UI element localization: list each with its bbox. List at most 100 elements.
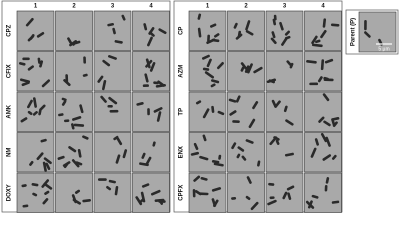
- cell-rod: [231, 196, 237, 200]
- cell-rod: [324, 58, 334, 64]
- cell-rod: [323, 76, 329, 81]
- cell-rod: [109, 109, 119, 113]
- cell-rod: [145, 156, 152, 166]
- cell-rod: [33, 97, 37, 108]
- cell-rod: [213, 162, 224, 167]
- row-label: CPFX: [179, 185, 185, 201]
- micrograph: [93, 132, 132, 173]
- cell-rod: [237, 30, 242, 38]
- cell-rod: [324, 185, 328, 192]
- micrograph-bg: [55, 172, 93, 213]
- micrograph: [188, 132, 227, 173]
- cell-rod: [217, 110, 225, 116]
- column-header: 1: [206, 4, 210, 10]
- cell-rod: [331, 200, 340, 204]
- cell-rod: [245, 20, 251, 31]
- cell-rod: [122, 149, 128, 159]
- cell-rod: [325, 177, 330, 184]
- cell-rod: [82, 73, 88, 77]
- cell-rod: [141, 183, 150, 188]
- column-header: 4: [149, 4, 153, 10]
- cell-rod: [229, 110, 237, 116]
- micrograph: [93, 10, 132, 51]
- cell-rod: [213, 199, 219, 208]
- micrograph: [227, 51, 265, 92]
- cell-rod: [79, 104, 84, 114]
- cell-rod: [330, 23, 340, 27]
- cell-rod: [322, 93, 330, 102]
- cell-rod: [311, 35, 318, 45]
- micrograph: [188, 51, 227, 92]
- cell-rod: [71, 123, 75, 130]
- cell-rod: [200, 176, 208, 181]
- cell-rod: [206, 38, 216, 45]
- cell-rod: [320, 29, 327, 39]
- cell-rod: [216, 62, 224, 70]
- cell-rod: [195, 100, 202, 105]
- micrograph: [265, 51, 304, 92]
- micrograph-bg: [304, 10, 342, 51]
- micrograph: [132, 172, 170, 213]
- micrograph: [358, 11, 397, 53]
- row-label: CFIX: [7, 64, 13, 78]
- cell-rod: [72, 198, 81, 205]
- micrograph: [16, 172, 55, 213]
- cell-rod: [279, 21, 284, 31]
- cell-rod: [194, 190, 202, 196]
- micrograph: [16, 51, 55, 92]
- micrograph: [55, 51, 93, 92]
- cell-rod: [204, 71, 214, 79]
- cell-rod: [67, 37, 73, 44]
- cell-rod: [27, 65, 34, 71]
- cell-rod: [73, 123, 85, 127]
- micrograph: [55, 132, 93, 173]
- cell-rod: [202, 54, 210, 60]
- cell-rod: [190, 151, 200, 156]
- cell-rod: [266, 78, 277, 84]
- cell-rod: [245, 30, 254, 36]
- cell-rod: [107, 104, 113, 108]
- micrograph: [16, 91, 55, 132]
- cell-rod: [58, 113, 64, 117]
- micrograph: [16, 132, 55, 173]
- cell-rod: [154, 198, 165, 202]
- cell-rod: [108, 55, 117, 60]
- cell-rod: [197, 27, 202, 38]
- cell-rod: [231, 142, 237, 150]
- cell-rod: [214, 33, 220, 38]
- column-header: 3: [283, 4, 287, 10]
- cell-rod: [74, 189, 81, 194]
- micrograph: [227, 172, 265, 213]
- cell-rod: [320, 59, 325, 71]
- micrograph: [227, 132, 265, 173]
- micrograph-bg: [132, 172, 170, 213]
- cell-rod: [284, 152, 294, 157]
- cell-rod: [332, 117, 340, 121]
- cell-rod: [317, 76, 323, 83]
- cell-rod: [248, 118, 256, 129]
- cell-rod: [287, 192, 292, 200]
- cell-rod: [284, 30, 291, 36]
- cell-rod: [250, 201, 259, 211]
- cell-rod: [323, 120, 331, 127]
- cell-rod: [253, 66, 263, 74]
- cell-rod: [210, 79, 220, 84]
- cell-rod: [237, 146, 245, 152]
- cell-rod: [102, 79, 107, 91]
- cell-rod: [61, 100, 67, 106]
- cell-rod: [153, 107, 163, 113]
- column-header: 2: [244, 4, 248, 10]
- cell-rod: [325, 136, 331, 147]
- cell-rod: [275, 139, 280, 145]
- micrograph: [304, 10, 342, 51]
- micrograph: [188, 91, 227, 132]
- cell-rod: [102, 59, 111, 67]
- parent-label: Parent (P): [351, 18, 357, 46]
- cell-rod: [40, 138, 47, 143]
- cell-rod: [202, 108, 210, 119]
- cell-rod: [211, 187, 222, 192]
- micrograph: [304, 132, 342, 173]
- row-label: AMK: [7, 104, 13, 118]
- cell-rod: [57, 155, 65, 160]
- cell-rod: [211, 160, 220, 164]
